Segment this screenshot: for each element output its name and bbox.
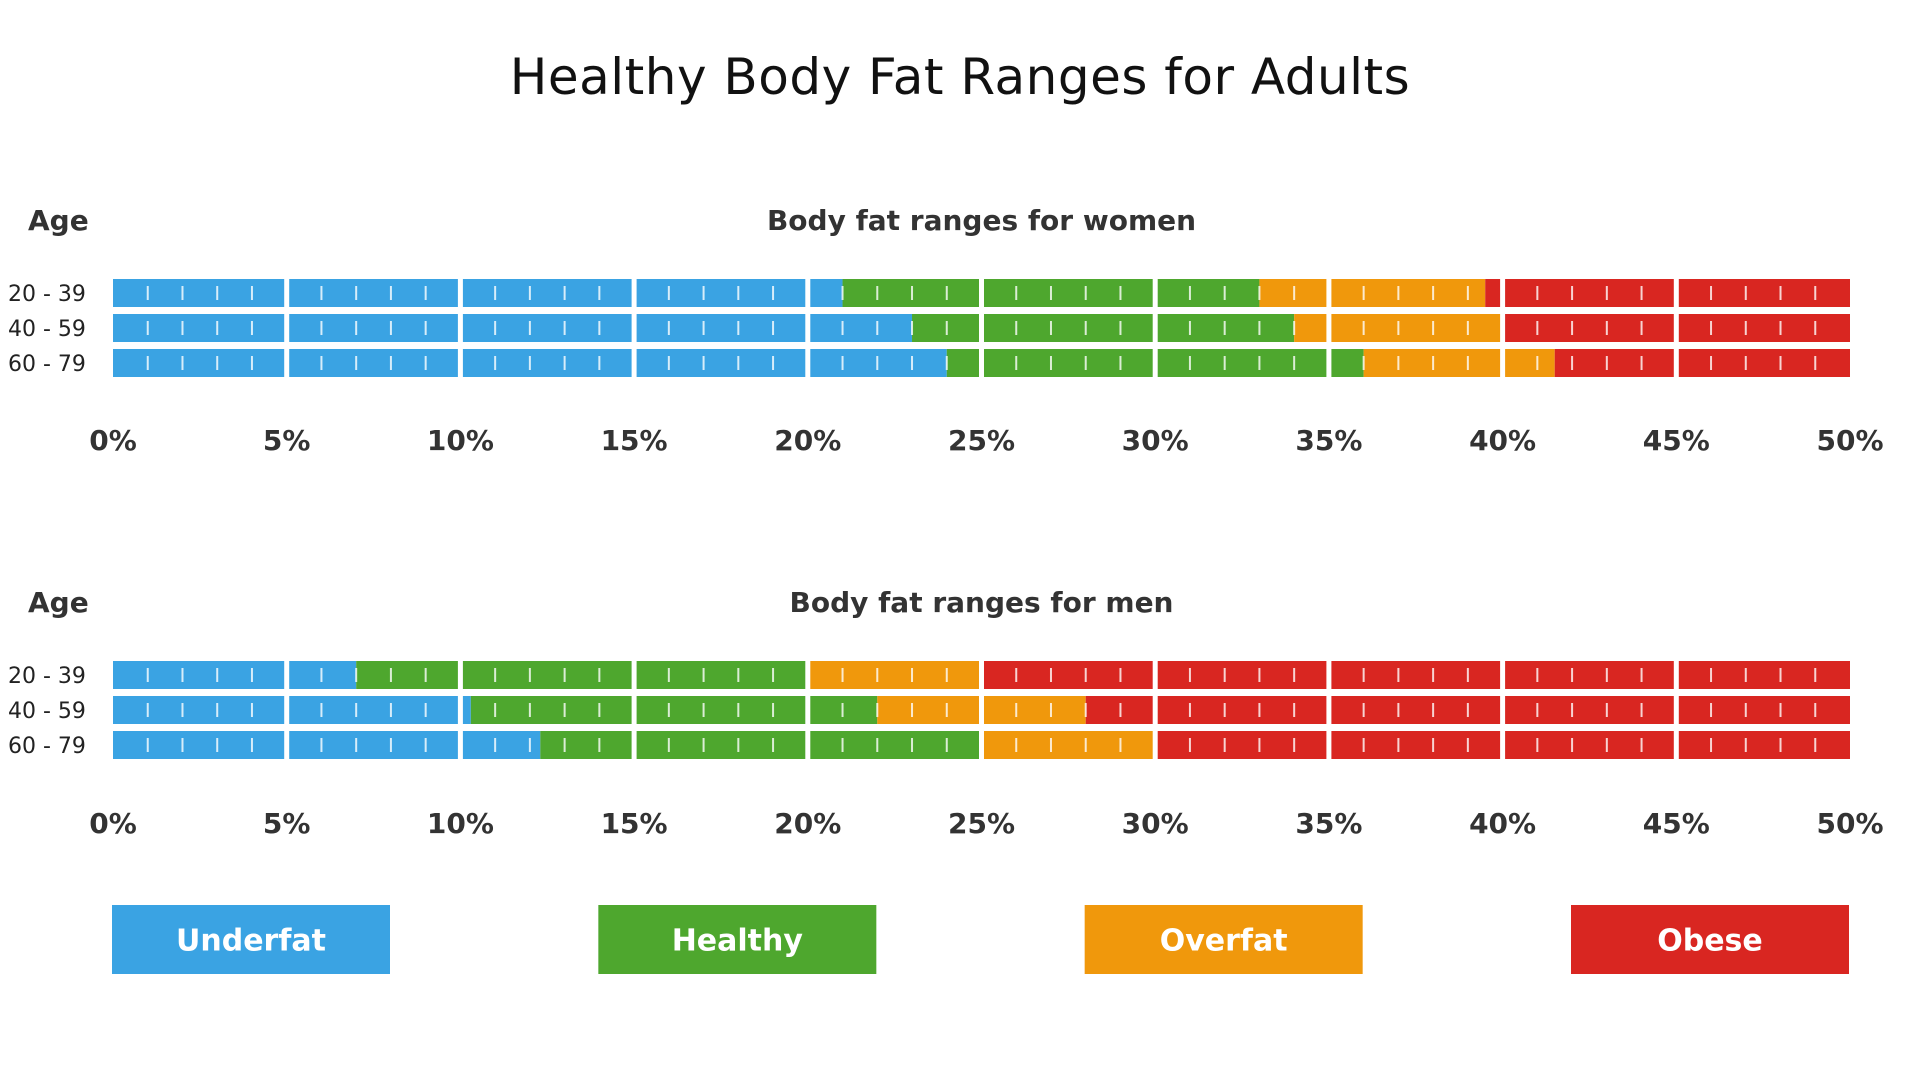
bar-segment-obese	[981, 661, 1850, 689]
bar-segment-overfat	[981, 731, 1156, 759]
legend-swatch	[1084, 905, 1363, 974]
chart-subtitle: Body fat ranges for women	[767, 204, 1196, 237]
bar-row-20-39: 20 - 39	[8, 279, 1850, 307]
x-tick-label: 40%	[1469, 424, 1536, 457]
bar-row-40-59: 40 - 59	[8, 314, 1850, 342]
x-tick-label: 5%	[263, 424, 311, 457]
bar-row-20-39: 20 - 39	[8, 661, 1850, 689]
x-tick-label: 30%	[1122, 807, 1189, 840]
legend-label: Obese	[1657, 924, 1763, 959]
x-tick-label: 0%	[89, 807, 137, 840]
x-tick-label: 10%	[427, 424, 494, 457]
x-tick-label: 35%	[1295, 424, 1362, 457]
bar-segment-underfat	[113, 314, 913, 342]
bar-segment-healthy	[470, 696, 878, 724]
row-label: 60 - 79	[8, 352, 86, 377]
bar-segment-overfat	[807, 661, 982, 689]
row-label: 60 - 79	[8, 734, 86, 759]
x-tick-label: 5%	[263, 807, 311, 840]
bar-segment-overfat	[1363, 349, 1555, 377]
x-tick-label: 0%	[89, 424, 137, 457]
legend-item-obese: Obese	[1571, 905, 1849, 974]
row-label: 40 - 59	[8, 699, 86, 724]
bar-row-60-79: 60 - 79	[8, 349, 1850, 377]
bar-row-40-59: 40 - 59	[8, 696, 1850, 724]
chart-subtitle: Body fat ranges for men	[790, 586, 1174, 619]
legend: Underfat Healthy Overfat Obese	[112, 905, 1849, 974]
row-label: 40 - 59	[8, 317, 86, 342]
age-axis-label: Age	[28, 586, 89, 619]
x-tick-label: 15%	[601, 807, 668, 840]
charts-layer: Age Body fat ranges for women 20 - 39 40 - …	[8, 204, 1884, 840]
bar-segment-healthy	[356, 661, 808, 689]
legend-item-healthy: Healthy	[598, 905, 877, 974]
legend-label: Overfat	[1160, 924, 1288, 959]
legend-swatch	[112, 905, 390, 974]
bar-segment-underfat	[113, 279, 843, 307]
x-tick-label: 50%	[1816, 424, 1883, 457]
x-tick-label: 10%	[427, 807, 494, 840]
bar-segment-healthy	[540, 731, 982, 759]
bar-segment-underfat	[113, 731, 541, 759]
x-tick-label: 25%	[948, 807, 1015, 840]
legend-swatch	[1571, 905, 1849, 974]
chart-1: Age Body fat ranges for men 20 - 39 40 - 59…	[8, 586, 1884, 840]
page-title: Healthy Body Fat Ranges for Adults	[509, 48, 1411, 106]
row-label: 20 - 39	[8, 664, 86, 689]
bar-segment-underfat	[113, 696, 471, 724]
x-tick-label: 15%	[601, 424, 668, 457]
bar-segment-healthy	[912, 314, 1295, 342]
bar-segment-obese	[1554, 349, 1850, 377]
bar-row-60-79: 60 - 79	[8, 731, 1850, 759]
x-tick-label: 20%	[774, 807, 841, 840]
x-tick-label: 20%	[774, 424, 841, 457]
x-tick-label: 50%	[1816, 807, 1883, 840]
legend-label: Underfat	[176, 924, 326, 959]
row-label: 20 - 39	[8, 282, 86, 307]
legend-label: Healthy	[672, 924, 804, 959]
bar-segment-overfat	[1259, 279, 1486, 307]
bar-segment-obese	[1485, 279, 1850, 307]
x-tick-label: 45%	[1643, 807, 1710, 840]
x-tick-label: 30%	[1122, 424, 1189, 457]
bar-segment-underfat	[113, 661, 357, 689]
x-tick-label: 40%	[1469, 807, 1536, 840]
x-tick-label: 25%	[948, 424, 1015, 457]
legend-item-overfat: Overfat	[1084, 905, 1363, 974]
legend-swatch	[598, 905, 877, 974]
age-axis-label: Age	[28, 204, 89, 237]
chart-0: Age Body fat ranges for women 20 - 39 40 - …	[8, 204, 1884, 457]
x-tick-label: 45%	[1643, 424, 1710, 457]
x-tick-label: 35%	[1295, 807, 1362, 840]
legend-item-underfat: Underfat	[112, 905, 390, 974]
